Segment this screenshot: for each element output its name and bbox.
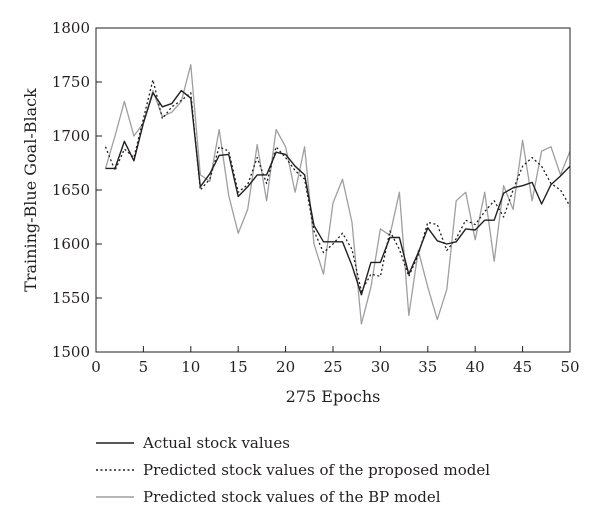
legend-label: Predicted stock values of the BP model: [143, 488, 441, 506]
y-tick-label: 1750: [52, 73, 90, 91]
y-axis-label: Training-Blue Goal-Black: [21, 88, 40, 292]
x-tick-label: 35: [418, 358, 437, 376]
y-tick-label: 1500: [52, 343, 90, 361]
legend-label: Predicted stock values of the proposed m…: [143, 461, 490, 479]
legend-item: Predicted stock values of the proposed m…: [96, 461, 490, 479]
x-tick-label: 45: [513, 358, 532, 376]
plot-area: [104, 64, 571, 325]
axes: 0 5 10 15 20 25 30 35 40 45 50 1500 1550 1600 1650 1700…: [52, 19, 580, 376]
y-tick-label: 1700: [52, 127, 90, 145]
series-line-1: [105, 89, 571, 296]
x-tick-label: 25: [323, 358, 342, 376]
plot-frame: [95, 27, 571, 353]
y-tick-label: 1550: [52, 289, 90, 307]
series-line-2: [104, 79, 571, 293]
x-tick-label: 50: [560, 358, 579, 376]
x-tick-label: 0: [91, 358, 101, 376]
series-line-3: [104, 64, 571, 325]
y-tick-label: 1650: [52, 181, 90, 199]
x-tick-label: 5: [139, 358, 149, 376]
x-axis-label: 275 Epochs: [286, 387, 381, 406]
x-tick-label: 10: [181, 358, 200, 376]
x-tick-label: 20: [276, 358, 295, 376]
y-tick-label: 1600: [52, 235, 90, 253]
y-tick-label: 1800: [52, 19, 90, 37]
x-tick-label: 15: [229, 358, 248, 376]
legend-label: Actual stock values: [142, 434, 290, 452]
legend: Actual stock values Predicted stock value…: [96, 434, 490, 506]
legend-item: Predicted stock values of the BP model: [96, 488, 441, 506]
x-tick-label: 30: [371, 358, 390, 376]
x-tick-label: 40: [466, 358, 485, 376]
legend-item: Actual stock values: [96, 434, 290, 452]
